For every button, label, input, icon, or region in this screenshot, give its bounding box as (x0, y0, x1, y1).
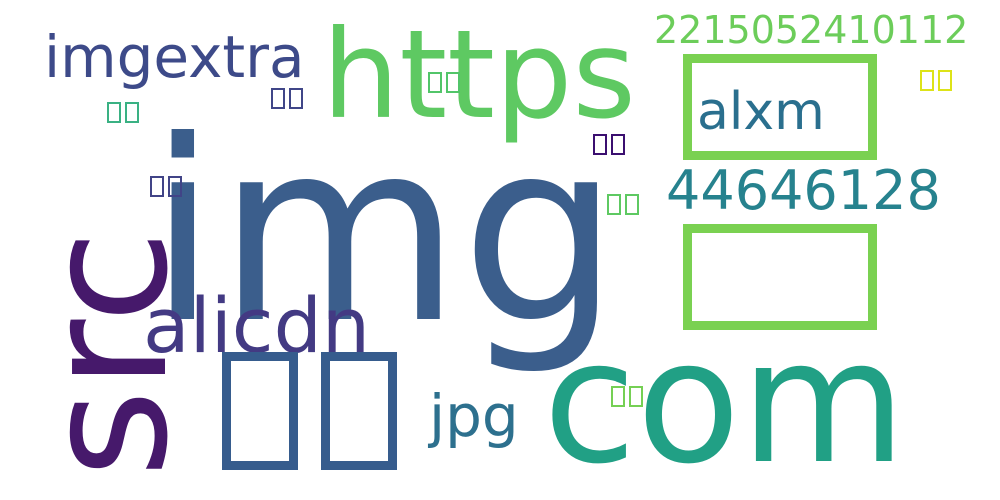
missing-glyph-box (271, 88, 285, 109)
word-alicdn: alicdn (143, 281, 370, 370)
missing-glyph-box (629, 386, 643, 407)
word-long-number: 2215052410112 (654, 8, 969, 52)
missing-glyph-box (625, 194, 639, 215)
missing-glyph-box (222, 352, 298, 470)
word-alxm: alxm (697, 82, 825, 142)
missing-glyph-pair (593, 134, 625, 155)
word-https: https (322, 4, 636, 146)
missing-glyph-pair (150, 176, 182, 197)
missing-glyph-box (607, 194, 621, 215)
missing-glyph-box (428, 72, 442, 93)
missing-glyph-pair (271, 88, 303, 109)
word-imgextra: imgextra (44, 23, 305, 91)
missing-glyph-box (593, 134, 607, 155)
missing-glyph-box (107, 102, 121, 123)
missing-glyph-box (446, 72, 460, 93)
missing-glyph-box (125, 102, 139, 123)
missing-glyph-box (920, 70, 934, 91)
missing-glyph-pair (611, 386, 643, 407)
missing-glyph-pair (607, 194, 639, 215)
word-44646128: 44646128 (666, 159, 941, 222)
word-jpg: jpg (429, 382, 519, 450)
missing-glyph-box (611, 134, 625, 155)
missing-glyph-pair (107, 102, 139, 123)
missing-glyph-box (683, 224, 877, 330)
missing-glyph-box (289, 88, 303, 109)
missing-glyph-box (150, 176, 164, 197)
word-com: com (543, 304, 907, 500)
missing-glyph-box (321, 352, 397, 470)
missing-glyph-box (683, 54, 877, 160)
missing-glyph-pair (920, 70, 952, 91)
word-img: img (148, 87, 620, 378)
missing-glyph-box (938, 70, 952, 91)
missing-glyph-box (611, 386, 625, 407)
missing-glyph-box (168, 176, 182, 197)
missing-glyph-pair (428, 72, 460, 93)
